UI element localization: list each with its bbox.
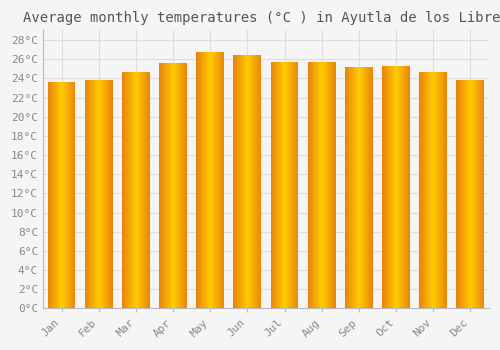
Title: Average monthly temperatures (°C ) in Ayutla de los Libres: Average monthly temperatures (°C ) in Ay…	[23, 11, 500, 25]
